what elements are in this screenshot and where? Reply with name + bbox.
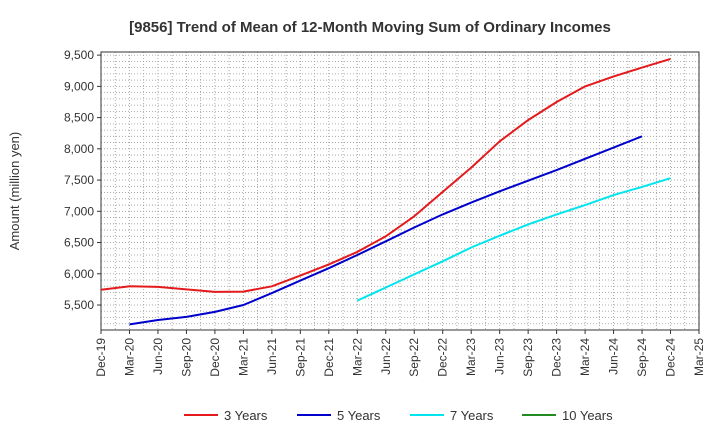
x-tick-label: Dec-19 [94,338,108,377]
y-axis-label: Amount (million yen) [7,132,22,251]
y-tick-label: 9,000 [64,79,94,93]
x-tick-label: Jun-24 [607,338,621,375]
y-tick-label: 7,500 [64,173,94,187]
y-tick-label: 9,500 [64,48,94,62]
chart-title: [9856] Trend of Mean of 12-Month Moving … [129,19,611,36]
x-tick-label: Sep-23 [521,338,535,377]
x-tick-label: Jun-21 [265,338,279,375]
series-line-7-years [356,177,671,302]
x-tick-label: Mar-24 [578,338,592,376]
x-tick-label: Sep-22 [407,338,421,377]
x-tick-label: Dec-23 [550,338,564,377]
x-tick-label: Dec-21 [322,338,336,377]
y-axis: 5,500 6,000 6,500 7,000 7,500 8,000 8,500 9,000… [64,48,101,312]
x-tick-label: Mar-21 [236,338,250,376]
y-tick-label: 6,500 [64,236,94,250]
legend-label-3-years: 3 Years [224,408,268,423]
y-tick-label: 8,500 [64,111,94,125]
x-tick-label: Jun-20 [151,338,165,375]
legend: 3 Years 5 Years 7 Years 10 Years [184,408,613,423]
x-axis: Dec-19 Mar-20 Jun-20 Sep-20 Dec-20 Mar-21 Jun-… [94,330,706,377]
x-tick-label: Mar-22 [350,338,364,376]
y-tick-label: 7,000 [64,204,94,218]
x-tick-label: Sep-21 [293,338,307,377]
series-line-3-years [100,57,671,293]
x-tick-label: Dec-20 [208,338,222,377]
y-tick-label: 8,000 [64,142,94,156]
x-tick-label: Dec-22 [436,338,450,377]
legend-label-7-years: 7 Years [450,408,494,423]
legend-label-5-years: 5 Years [337,408,381,423]
x-tick-label: Dec-24 [664,338,678,377]
plot-border [100,51,700,331]
series-line-5-years [129,135,643,326]
x-tick-label: Sep-20 [179,338,193,377]
legend-label-10-years: 10 Years [562,408,613,423]
x-tick-label: Sep-24 [635,338,649,377]
y-tick-label: 5,500 [64,298,94,312]
series-layer [100,57,671,326]
x-tick-label: Jun-23 [493,338,507,375]
grid-lines [100,52,699,330]
x-tick-label: Jun-22 [379,338,393,375]
x-tick-label: Mar-23 [464,338,478,376]
x-tick-label: Mar-25 [692,338,706,376]
y-tick-label: 6,000 [64,267,94,281]
x-tick-label: Mar-20 [122,338,136,376]
